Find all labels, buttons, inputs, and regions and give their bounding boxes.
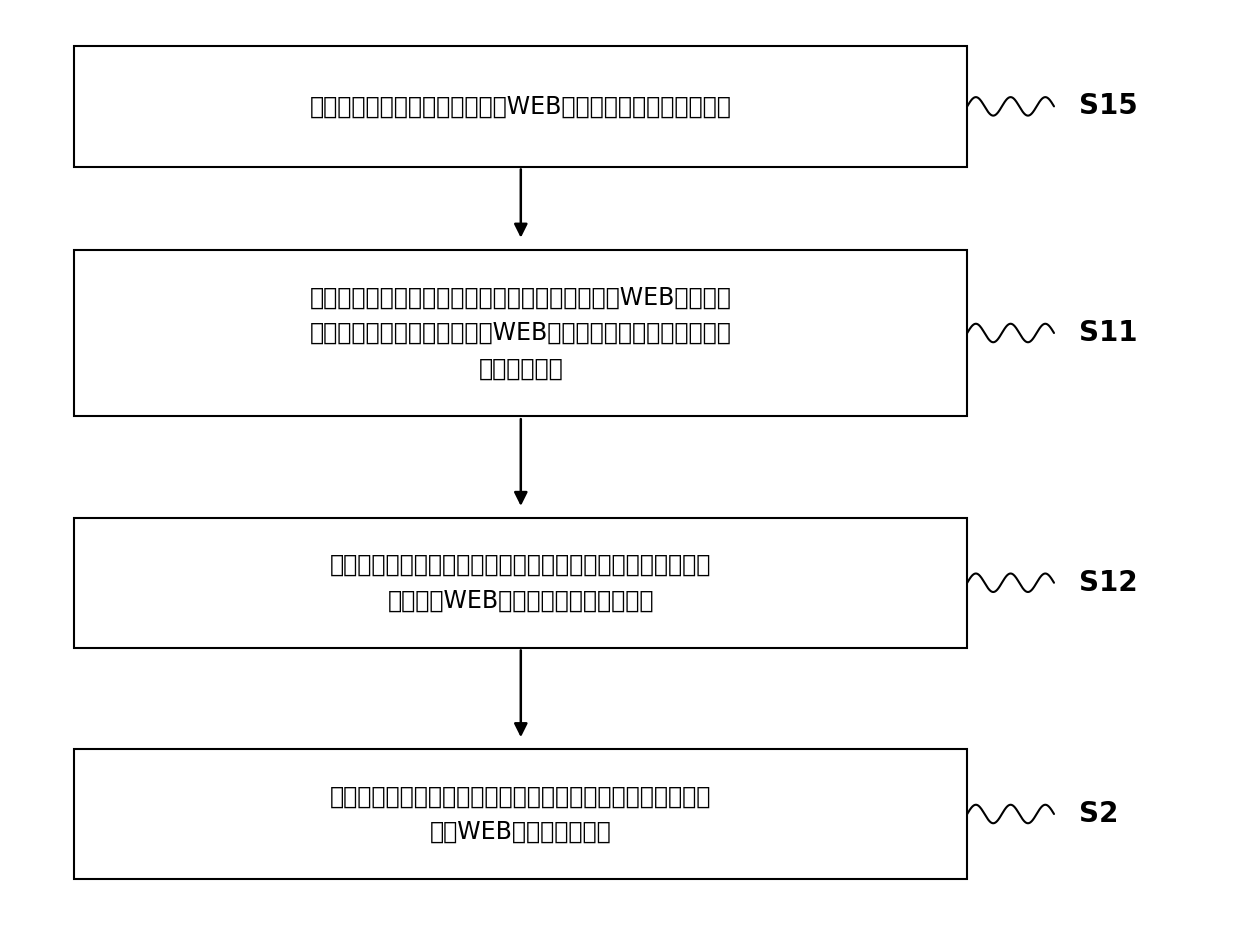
Text: 取得计算机设备因所获取的测试指令而运行相应的WEB能效测试
项目所花费的时间，以及所述WEB能效测试项目在运行过程中所
处理的数据量: 取得计算机设备因所获取的测试指令而运行相应的WEB能效测试 项目所花费的时间，以…: [310, 286, 732, 380]
Text: 获取所述计算机设备在运行所述WEB能效测试项目过程中的功率: 获取所述计算机设备在运行所述WEB能效测试项目过程中的功率: [310, 94, 732, 118]
Text: 基于所述数据量与所花费的时间的比值来取得所述计算机设备
运行所述WEB能效测试项目的运行速率: 基于所述数据量与所花费的时间的比值来取得所述计算机设备 运行所述WEB能效测试项…: [330, 553, 712, 612]
Text: S11: S11: [1079, 319, 1137, 347]
FancyBboxPatch shape: [74, 749, 967, 879]
Text: S2: S2: [1079, 800, 1118, 828]
FancyBboxPatch shape: [74, 46, 967, 166]
Text: S12: S12: [1079, 569, 1137, 597]
Text: 基于所述功率和所述运行速率的比值来确定反映所述计算机设
备在WEB性能上的能效比: 基于所述功率和所述运行速率的比值来确定反映所述计算机设 备在WEB性能上的能效比: [330, 784, 712, 844]
FancyBboxPatch shape: [74, 518, 967, 647]
FancyBboxPatch shape: [74, 250, 967, 416]
Text: S15: S15: [1079, 92, 1137, 120]
